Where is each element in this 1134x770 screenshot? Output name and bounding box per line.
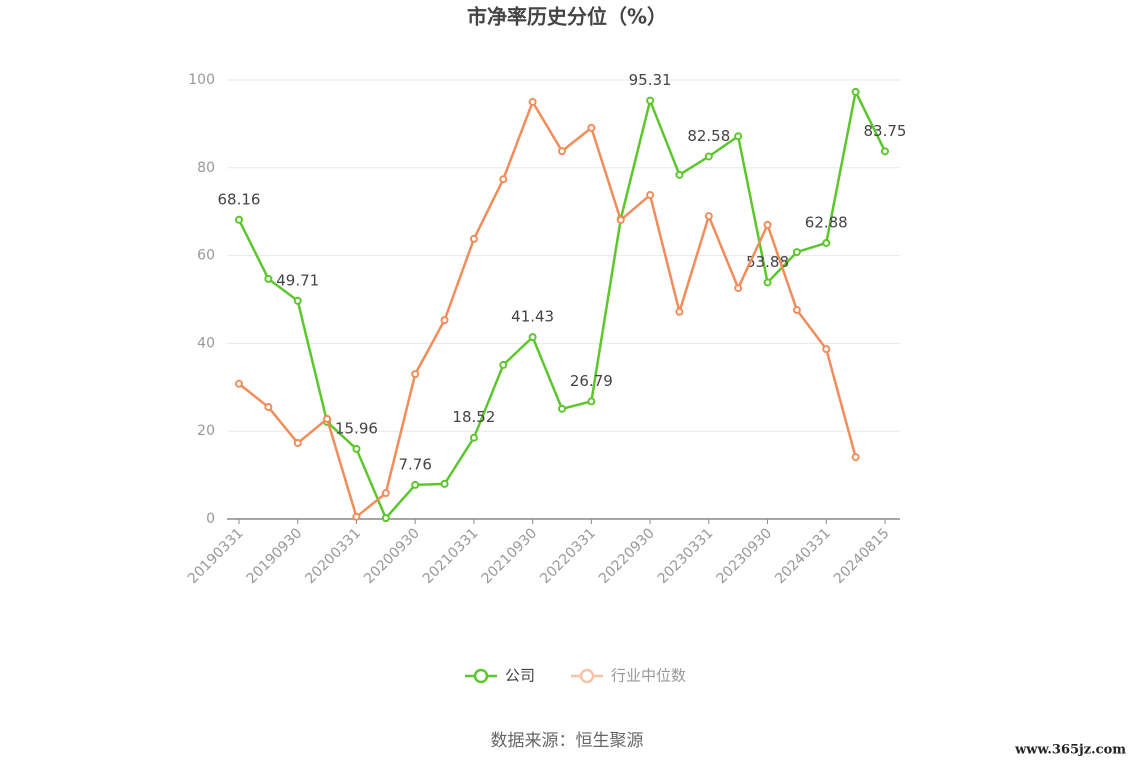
data-label: 7.76 [398, 455, 431, 473]
data-point [499, 175, 508, 184]
data-label: 15.96 [335, 419, 378, 437]
data-point [587, 397, 596, 406]
y-tick-label: 60 [197, 248, 215, 264]
data-point [499, 360, 508, 369]
x-tick-label: 20220930 [596, 525, 658, 587]
x-tick-label: 20230331 [655, 525, 717, 587]
data-point [704, 212, 713, 221]
data-point [352, 512, 361, 521]
data-point [704, 152, 713, 161]
x-tick-label: 20190331 [185, 525, 247, 587]
data-point [381, 514, 390, 523]
data-point [528, 333, 537, 342]
data-point [734, 284, 743, 293]
data-point [558, 404, 566, 413]
data-point [469, 433, 478, 442]
data-point [352, 444, 361, 453]
watermark: www.365jz.com [1014, 743, 1126, 758]
data-point [411, 480, 420, 489]
x-tick-label: 20190930 [244, 525, 306, 587]
legend-item[interactable]: 行业中位数 [571, 667, 686, 685]
data-point [675, 170, 684, 179]
data-point [763, 278, 772, 287]
x-tick-label: 20220331 [537, 525, 599, 587]
legend-swatch [579, 668, 595, 684]
data-label: 95.31 [629, 71, 672, 89]
data-point [264, 274, 273, 283]
data-point [381, 489, 390, 498]
y-tick-label: 40 [197, 335, 215, 351]
data-label: 41.43 [511, 308, 554, 326]
data-point [264, 403, 273, 412]
data-label: 68.16 [218, 190, 261, 208]
data-point [469, 234, 478, 243]
data-point [734, 132, 743, 141]
data-point [822, 345, 831, 354]
data-point [293, 439, 302, 448]
data-point [763, 220, 772, 229]
data-point [235, 215, 243, 224]
data-point [411, 370, 420, 379]
data-point [646, 96, 655, 105]
x-tick-label: 20200331 [302, 525, 364, 587]
data-point [646, 191, 655, 200]
data-point [792, 306, 801, 315]
y-tick-label: 20 [197, 423, 215, 439]
data-label: 26.79 [570, 372, 613, 390]
series-line [237, 90, 887, 520]
x-tick-label: 20210331 [420, 525, 482, 587]
data-point [851, 87, 860, 96]
x-tick-label: 20210930 [479, 525, 541, 587]
data-point [822, 238, 831, 247]
data-point [616, 216, 625, 225]
data-point [675, 307, 684, 316]
y-tick-label: 80 [197, 160, 215, 176]
data-label: 49.71 [276, 271, 319, 289]
data-point [851, 453, 860, 462]
data-label: 18.52 [452, 408, 495, 426]
data-label: 82.58 [687, 127, 730, 145]
legend-item[interactable]: 公司 [465, 667, 535, 685]
data-label: 62.88 [805, 213, 848, 231]
x-tick-label: 20230930 [713, 525, 775, 587]
data-point [792, 248, 801, 257]
data-label: 83.75 [864, 122, 907, 140]
legend-label: 行业中位数 [611, 667, 686, 685]
data-point [440, 316, 449, 325]
data-point [881, 147, 889, 156]
source-note: 数据来源：恒生聚源 [491, 731, 644, 751]
legend-label: 公司 [505, 667, 535, 685]
x-tick-label: 20240331 [772, 525, 834, 587]
data-point [440, 479, 449, 488]
legend-swatch [473, 668, 489, 684]
data-point [587, 123, 596, 132]
series-line [238, 100, 857, 519]
x-tick-label: 20200930 [361, 525, 423, 587]
y-tick-label: 100 [188, 72, 215, 88]
data-point [558, 147, 566, 156]
data-point [293, 296, 302, 305]
data-point [235, 379, 243, 388]
data-point [323, 414, 332, 423]
chart-title: 市净率历史分位（%） [467, 5, 667, 29]
y-tick-label: 0 [206, 511, 215, 527]
data-point [528, 97, 537, 106]
x-tick-label: 20240815 [831, 525, 893, 587]
